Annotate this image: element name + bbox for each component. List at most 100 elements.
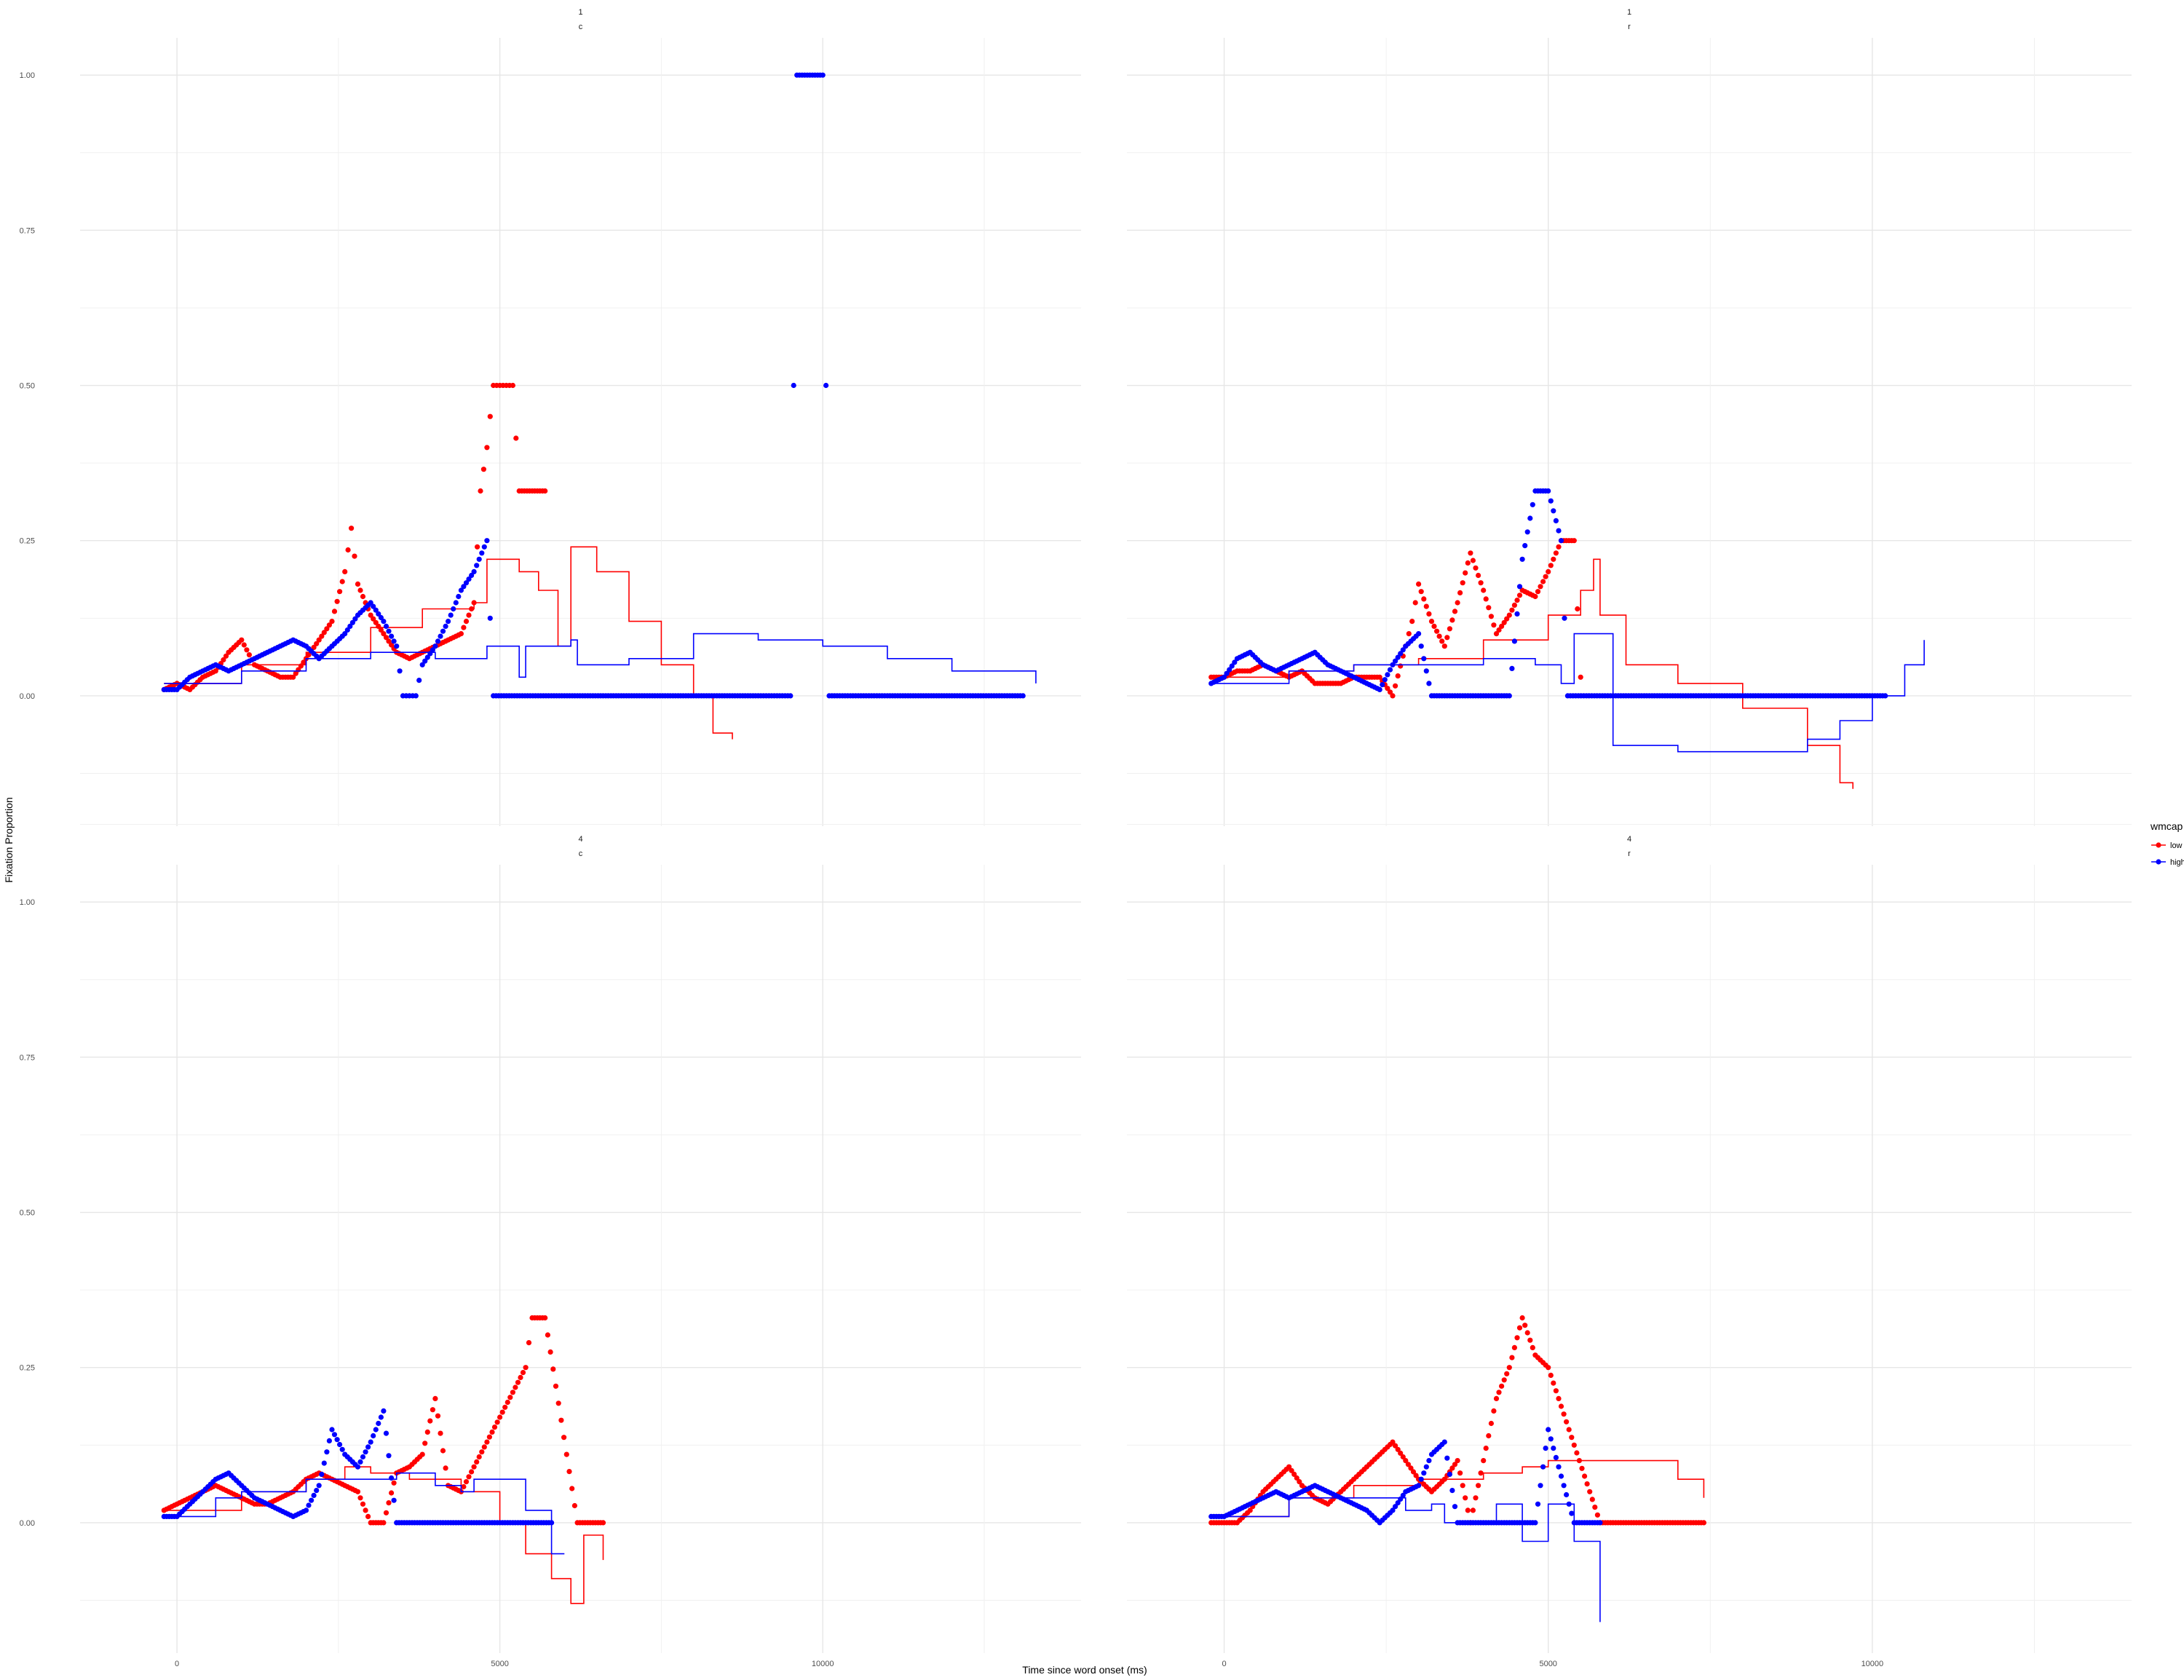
data-point-high xyxy=(422,658,428,664)
data-point-high xyxy=(394,643,400,649)
data-point-low xyxy=(1564,1419,1570,1425)
data-point-low xyxy=(499,1409,505,1415)
data-point-high xyxy=(1385,672,1390,678)
y-tick-label: 0.75 xyxy=(20,1053,35,1062)
data-point-high xyxy=(381,1408,387,1414)
data-point-low xyxy=(1473,1495,1479,1501)
data-point-low xyxy=(480,467,487,472)
data-point-low xyxy=(342,568,348,575)
data-point-high xyxy=(371,603,376,609)
data-point-low xyxy=(547,1349,553,1355)
data-point-high xyxy=(365,1444,371,1450)
y-tick-label: 0.00 xyxy=(20,1519,35,1528)
data-point-low xyxy=(1455,1458,1460,1464)
series-line-low xyxy=(164,1466,604,1604)
data-point-high xyxy=(1511,638,1517,644)
data-point-low xyxy=(555,1400,561,1406)
data-point-low xyxy=(357,1495,363,1501)
data-point-high xyxy=(446,619,451,625)
data-point-high xyxy=(1548,1436,1554,1442)
data-point-high xyxy=(448,612,454,618)
data-point-low xyxy=(1527,1337,1533,1343)
data-point-low xyxy=(1589,1497,1595,1502)
data-point-high xyxy=(1530,502,1535,507)
strip-label: c xyxy=(579,23,583,31)
data-point-low xyxy=(1501,1377,1507,1383)
series-high xyxy=(161,1408,565,1555)
data-point-low xyxy=(334,598,340,604)
data-point-low xyxy=(427,1418,433,1424)
data-point-low xyxy=(365,1513,371,1519)
data-point-low xyxy=(1395,1446,1401,1452)
data-point-low xyxy=(463,1479,470,1485)
legend-items: low high xyxy=(2151,841,2184,867)
data-point-low xyxy=(513,1384,518,1390)
data-point-high xyxy=(360,1454,366,1460)
data-point-low xyxy=(1297,1479,1302,1485)
data-point-low xyxy=(1439,638,1445,644)
data-point-low xyxy=(1470,1507,1476,1513)
data-point-low xyxy=(545,1332,551,1338)
data-point-low xyxy=(339,579,345,585)
data-point-low xyxy=(484,445,490,451)
data-point-low xyxy=(1400,1454,1406,1460)
data-point-low xyxy=(1548,1372,1554,1378)
data-point-high xyxy=(1561,1483,1567,1489)
data-point-high xyxy=(1548,498,1554,504)
data-point-high xyxy=(349,619,355,625)
data-point-low xyxy=(1509,607,1515,613)
grid xyxy=(80,824,1081,1653)
data-point-low xyxy=(1441,1476,1447,1482)
data-point-high xyxy=(1558,538,1564,544)
data-point-low xyxy=(471,600,477,606)
data-point-low xyxy=(486,1434,493,1440)
data-point-high xyxy=(476,556,482,562)
data-point-high xyxy=(1416,1483,1422,1489)
grid xyxy=(1127,824,2132,1653)
data-point-high xyxy=(1387,667,1393,673)
data-point-low xyxy=(1488,1420,1494,1427)
data-point-high xyxy=(1400,647,1406,653)
data-point-low xyxy=(319,633,325,639)
data-point-low xyxy=(1468,550,1473,556)
data-point-low xyxy=(1524,1330,1530,1336)
data-point-low xyxy=(1506,1365,1512,1371)
data-point-low xyxy=(1551,1380,1556,1386)
data-point-low xyxy=(1476,1483,1481,1489)
data-point-low xyxy=(469,606,475,612)
grid xyxy=(1127,38,2132,826)
data-point-high xyxy=(1566,1501,1572,1507)
data-point-low xyxy=(371,616,376,622)
legend-key-point xyxy=(2156,859,2161,865)
data-point-high xyxy=(456,593,462,600)
data-point-high xyxy=(326,1438,332,1443)
data-point-high xyxy=(1390,1507,1396,1513)
data-point-high xyxy=(1421,656,1427,662)
data-point-high xyxy=(337,1441,343,1448)
x-tick-label: 10000 xyxy=(812,1660,834,1668)
data-point-high xyxy=(1426,681,1432,686)
data-point-high xyxy=(347,623,353,630)
data-point-low xyxy=(306,652,312,658)
legend-key-point xyxy=(2156,842,2161,848)
data-point-low xyxy=(1426,611,1432,617)
data-point-high xyxy=(1400,1492,1406,1498)
data-point-low xyxy=(558,1417,564,1423)
data-point-low xyxy=(1584,1481,1590,1487)
data-point-high xyxy=(334,1437,340,1443)
data-point-low xyxy=(1499,1383,1505,1389)
data-point-low xyxy=(1460,580,1465,586)
data-point-high xyxy=(378,1414,384,1420)
data-point-low xyxy=(1421,596,1427,602)
data-point-low xyxy=(1390,1439,1396,1445)
data-point-low xyxy=(1504,616,1510,622)
data-point-low xyxy=(1566,1427,1572,1433)
data-point-high xyxy=(339,1446,345,1452)
y-tick-label: 0.25 xyxy=(20,1364,35,1373)
data-point-high xyxy=(1224,670,1230,676)
data-point-high xyxy=(1229,663,1235,669)
data-point-low xyxy=(1511,1344,1517,1350)
data-point-high xyxy=(319,1471,325,1477)
data-point-low xyxy=(1436,633,1442,639)
